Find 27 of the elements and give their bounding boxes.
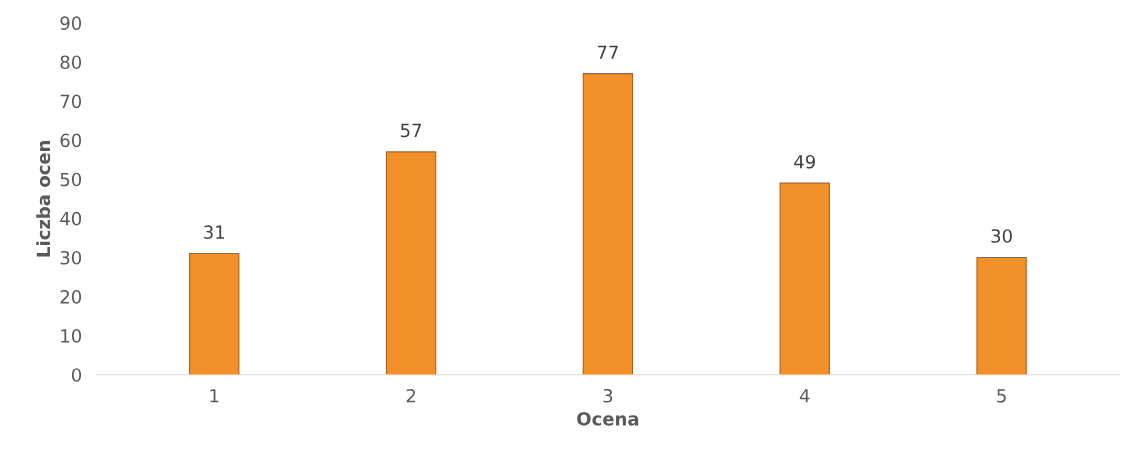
x-tick-label: 3 [603,388,613,403]
data-label: 77 [597,45,618,59]
y-tick-label: 10 [61,329,82,343]
y-tick-label: 70 [60,94,82,109]
data-label: 30 [991,229,1012,243]
y-tick-label: 40 [60,211,82,226]
x-axis-title: Ocena [577,411,639,426]
data-label: 31 [204,225,225,239]
y-tick-label: 30 [60,250,82,265]
y-tick-label: 80 [60,55,82,70]
y-tick-label: 0 [71,368,82,382]
y-tick-label: 20 [60,290,82,304]
bar [189,252,240,375]
x-tick-label: 5 [997,389,1006,403]
data-label: 57 [400,123,422,138]
bar [385,151,437,375]
bar [582,73,634,375]
y-tick-label: 60 [60,133,82,148]
y-tick-label: 90 [60,16,82,30]
x-tick-label: 4 [799,389,810,403]
bar [779,182,830,375]
y-tick-label: 50 [60,172,82,187]
y-axis-title: Liczba ocen [36,140,51,257]
data-label: 49 [794,154,815,169]
x-tick-label: 1 [210,389,219,403]
bar [976,256,1027,375]
x-tick-label: 2 [406,388,416,403]
